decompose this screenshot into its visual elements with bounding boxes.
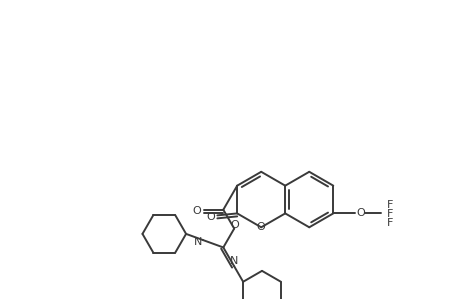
Text: F: F bbox=[386, 200, 392, 211]
Text: O: O bbox=[256, 222, 265, 232]
Text: O: O bbox=[356, 208, 364, 218]
Text: N: N bbox=[230, 256, 238, 266]
Text: O: O bbox=[206, 212, 214, 222]
Text: F: F bbox=[386, 218, 392, 228]
Text: F: F bbox=[386, 209, 392, 219]
Text: O: O bbox=[230, 220, 239, 230]
Text: O: O bbox=[192, 206, 201, 216]
Text: N: N bbox=[193, 237, 202, 247]
